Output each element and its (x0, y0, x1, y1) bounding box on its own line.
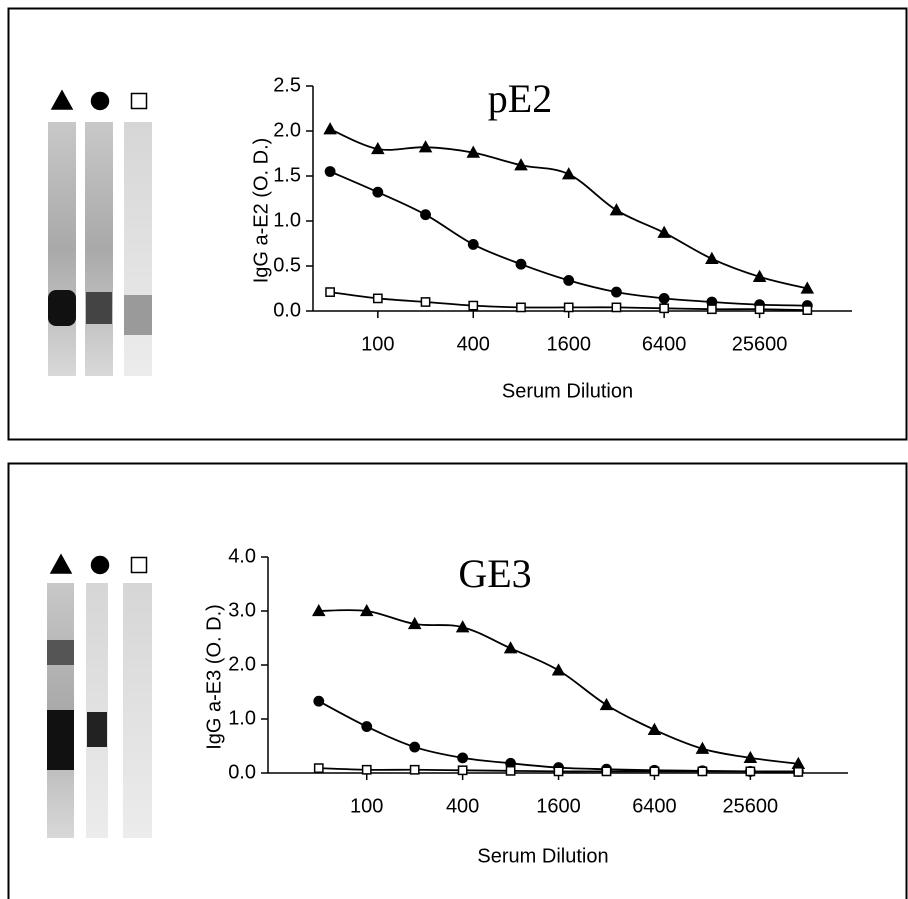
marker (313, 695, 325, 707)
marker (312, 603, 326, 617)
marker (754, 304, 765, 315)
legend-marker (49, 553, 73, 574)
marker (324, 166, 336, 177)
series-line (329, 128, 808, 290)
marker (659, 303, 670, 314)
marker (372, 186, 384, 198)
marker (418, 140, 433, 153)
marker (371, 141, 385, 155)
marker (516, 302, 526, 313)
y-tick-label: 1.0 (273, 209, 301, 231)
marker (647, 722, 662, 735)
marker (359, 603, 374, 617)
panel-border (7, 462, 908, 899)
marker (361, 764, 372, 775)
marker (610, 286, 622, 298)
y-tick-label: 2.0 (228, 653, 256, 675)
y-tick-label: 0.5 (273, 254, 301, 276)
y-tick-label: 2.5 (273, 74, 301, 96)
marker (611, 302, 622, 313)
marker (503, 641, 518, 654)
marker (561, 167, 576, 180)
marker (420, 297, 431, 307)
y-tick-label: 1.0 (228, 707, 256, 729)
marker (551, 663, 566, 676)
y-axis-label: IgG a-E2 (O. D.) (250, 138, 272, 284)
marker (802, 305, 813, 315)
marker (514, 158, 528, 171)
legend-marker (50, 89, 74, 110)
series-line (318, 609, 799, 765)
gel-image (47, 583, 152, 838)
x-tick-label: 400 (457, 333, 490, 355)
marker (409, 741, 421, 753)
marker (323, 122, 337, 135)
x-axis-label: Serum Dilution (502, 380, 633, 402)
marker (407, 616, 422, 630)
marker (609, 203, 624, 216)
chart-title: GE3 (458, 551, 531, 596)
marker (505, 765, 516, 776)
marker (695, 741, 710, 754)
marker (361, 721, 373, 732)
x-tick-label: 1600 (546, 333, 591, 355)
marker (455, 620, 470, 633)
marker (649, 766, 660, 777)
marker (793, 767, 804, 777)
marker (743, 750, 758, 764)
y-tick-label: 1.5 (273, 164, 301, 186)
marker (657, 225, 671, 238)
gel-image (48, 122, 152, 376)
marker (745, 766, 756, 777)
y-tick-label: 4.0 (228, 545, 256, 567)
y-tick-label: 3.0 (228, 599, 256, 621)
x-axis-label: Serum Dilution (477, 845, 608, 867)
marker (563, 302, 574, 313)
x-tick-label: 100 (350, 795, 383, 817)
legend-marker (130, 556, 148, 574)
x-tick-label: 25600 (732, 333, 788, 355)
marker (706, 304, 717, 315)
marker (467, 238, 479, 250)
marker (313, 763, 324, 774)
marker (515, 258, 527, 270)
y-tick-label: 0.0 (273, 299, 301, 321)
x-tick-label: 100 (361, 333, 394, 355)
x-tick-label: 1600 (536, 795, 581, 817)
marker (599, 697, 614, 711)
series-line (318, 700, 799, 773)
marker (658, 292, 670, 304)
marker (457, 752, 469, 764)
panel-border (7, 7, 908, 441)
marker (409, 764, 420, 775)
legend-marker (90, 555, 110, 575)
marker (705, 251, 719, 264)
marker (325, 287, 335, 297)
y-axis-label: IgG a-E3 (O. D.) (203, 604, 225, 750)
marker (601, 766, 612, 777)
marker (563, 274, 575, 286)
marker (553, 766, 564, 777)
legend-marker (90, 91, 110, 111)
x-tick-label: 6400 (632, 795, 677, 817)
x-tick-label: 400 (446, 795, 479, 817)
marker (466, 145, 481, 158)
legend-marker (130, 92, 148, 110)
marker (752, 269, 767, 282)
y-tick-label: 2.0 (273, 119, 301, 141)
y-tick-label: 0.0 (228, 761, 256, 783)
marker (420, 209, 431, 221)
marker (457, 765, 468, 776)
marker (468, 300, 479, 311)
marker (800, 281, 815, 294)
x-tick-label: 25600 (723, 795, 779, 817)
marker (372, 293, 383, 304)
chart-title: pE2 (488, 76, 552, 121)
marker (697, 766, 708, 777)
x-tick-label: 6400 (642, 333, 687, 355)
